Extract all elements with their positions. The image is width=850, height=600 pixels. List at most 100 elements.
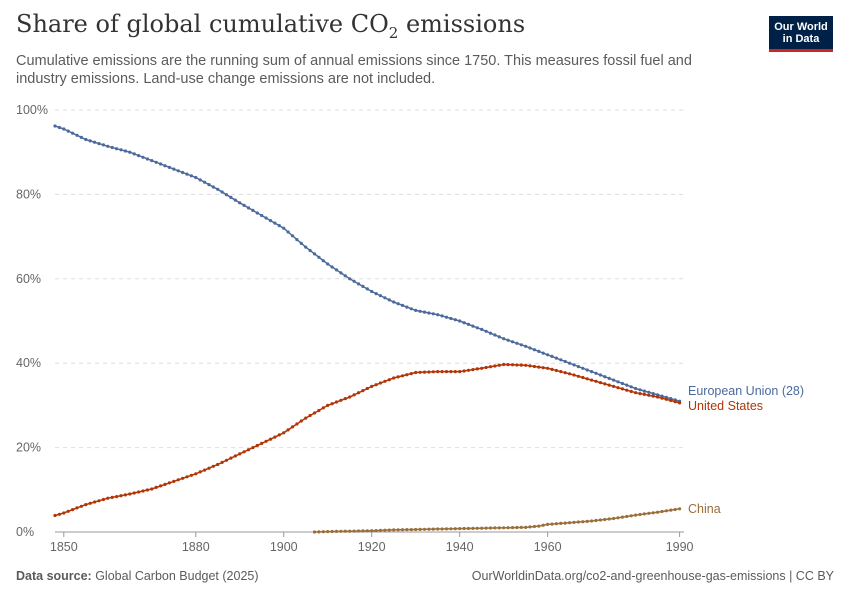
data-point <box>71 131 75 135</box>
data-point <box>198 178 202 182</box>
chart-subtitle: Cumulative emissions are the running sum… <box>16 52 716 88</box>
data-point <box>62 127 66 131</box>
data-point <box>343 529 347 533</box>
data-point <box>321 406 325 410</box>
data-point <box>519 343 523 347</box>
y-tick-label: 60% <box>16 272 41 286</box>
data-point <box>317 408 321 413</box>
data-point <box>625 383 629 387</box>
data-point <box>370 384 374 388</box>
logo-line-1: Our World <box>774 21 828 33</box>
data-point <box>431 370 435 374</box>
data-point <box>396 302 400 306</box>
data-point <box>629 389 633 394</box>
data-point <box>352 279 356 283</box>
data-point <box>246 448 251 452</box>
data-point <box>409 372 413 376</box>
data-point <box>348 529 352 533</box>
x-tick-label: 1850 <box>50 540 78 554</box>
data-point <box>123 149 127 153</box>
data-point <box>612 384 616 388</box>
data-point <box>660 509 664 514</box>
data-point <box>374 383 378 387</box>
data-point <box>339 271 343 275</box>
data-point <box>163 482 167 486</box>
data-point <box>176 478 180 482</box>
data-point <box>154 485 158 489</box>
data-point <box>493 526 497 530</box>
data-point <box>458 319 462 323</box>
data-point <box>422 527 427 531</box>
series-european-union-28 <box>53 124 682 403</box>
subtitle-line-2: industry emissions. Land-use change emis… <box>16 71 436 87</box>
data-point <box>638 388 642 392</box>
data-point <box>616 386 620 390</box>
data-point <box>554 368 559 373</box>
data-point <box>176 169 180 173</box>
data-point <box>493 333 497 337</box>
data-point <box>79 504 83 508</box>
data-point <box>559 521 563 526</box>
data-point <box>634 386 638 391</box>
data-point <box>510 340 515 344</box>
data-point <box>537 349 541 353</box>
data-point <box>387 378 391 382</box>
series-labels: European Union (28)United States China <box>688 384 804 516</box>
data-point <box>308 413 312 418</box>
data-point <box>458 527 462 531</box>
data-point <box>546 366 550 370</box>
data-point <box>524 525 528 530</box>
data-point <box>392 376 396 380</box>
data-point <box>519 363 523 367</box>
series-label: United States <box>688 399 763 413</box>
data-point <box>409 528 413 532</box>
data-point <box>66 129 70 133</box>
data-point <box>647 390 651 394</box>
footer-link[interactable]: OurWorldinData.org/co2-and-greenhouse-ga… <box>471 569 834 583</box>
data-point <box>268 437 273 441</box>
data-point <box>348 395 352 399</box>
data-point <box>343 274 347 278</box>
data-point <box>326 530 330 534</box>
data-point <box>664 397 669 401</box>
subtitle-line-1: Cumulative emissions are the running sum… <box>16 53 692 69</box>
data-point <box>330 265 334 269</box>
data-point <box>660 396 664 400</box>
data-point <box>572 373 576 377</box>
data-point <box>475 326 479 330</box>
data-point <box>488 365 493 369</box>
data-point <box>93 140 97 144</box>
data-point <box>224 193 229 197</box>
data-point <box>207 466 211 470</box>
owid-logo[interactable]: Our World in Data <box>769 16 833 52</box>
data-point <box>132 491 136 495</box>
data-point <box>233 454 237 458</box>
data-point <box>405 528 409 532</box>
data-point <box>590 370 594 374</box>
data-point <box>678 507 682 511</box>
data-point <box>229 456 233 460</box>
data-point <box>255 443 259 448</box>
data-point <box>400 528 405 532</box>
data-point <box>669 508 673 512</box>
data-point <box>506 363 510 367</box>
data-point <box>418 370 422 374</box>
data-point <box>277 433 281 437</box>
data-point <box>299 241 303 245</box>
data-point <box>673 400 677 404</box>
data-point <box>106 144 110 148</box>
data-point <box>137 154 141 158</box>
data-point <box>620 515 625 519</box>
data-point <box>295 238 299 242</box>
data-point <box>224 458 229 462</box>
data-point <box>286 428 290 432</box>
data-point <box>572 363 576 367</box>
data-point <box>286 230 290 234</box>
data-point <box>576 520 581 524</box>
data-point <box>427 370 431 374</box>
data-point <box>88 139 92 143</box>
data-point <box>97 142 101 146</box>
data-point <box>203 468 207 472</box>
data-point <box>585 368 589 372</box>
series-china <box>312 507 682 534</box>
